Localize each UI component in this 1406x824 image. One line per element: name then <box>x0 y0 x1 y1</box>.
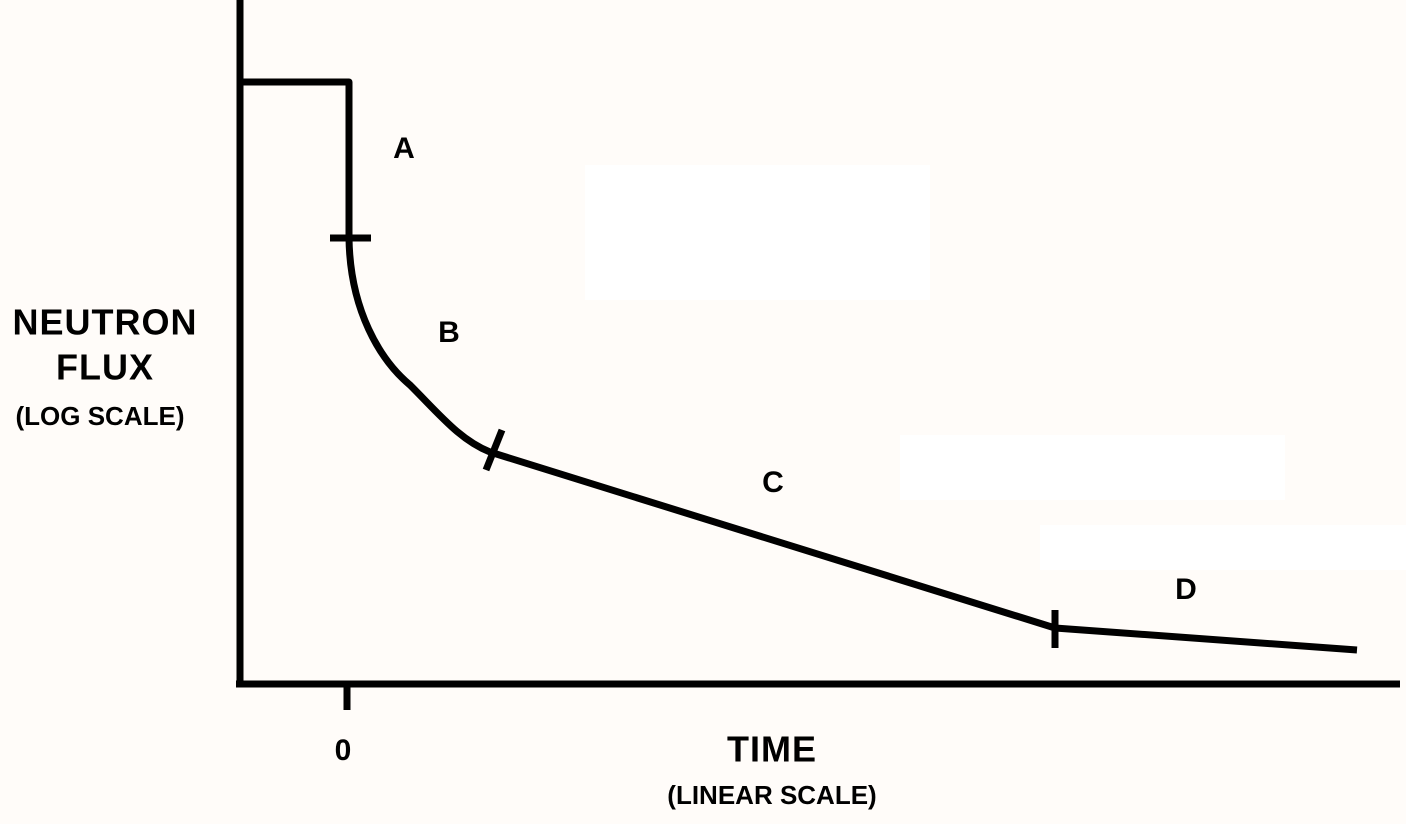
y-axis-label: NEUTRON <box>13 302 198 343</box>
x-axis-title: TIME <box>727 729 817 770</box>
region-label: A <box>393 132 415 165</box>
origin-label: 0 <box>335 734 352 767</box>
region-boundary <box>482 428 506 472</box>
region-label: D <box>1175 573 1197 606</box>
blank-patch <box>585 165 930 300</box>
flux-curve <box>240 78 1358 654</box>
region-label: B <box>438 316 460 349</box>
y-axis-label: FLUX <box>56 347 154 388</box>
blank-patch <box>1040 525 1406 570</box>
region-label: C <box>762 466 784 499</box>
x-axis-scale: (LINEAR SCALE) <box>667 780 876 810</box>
blank-patch <box>900 435 1285 500</box>
y-axis-scale: (LOG SCALE) <box>16 401 185 431</box>
